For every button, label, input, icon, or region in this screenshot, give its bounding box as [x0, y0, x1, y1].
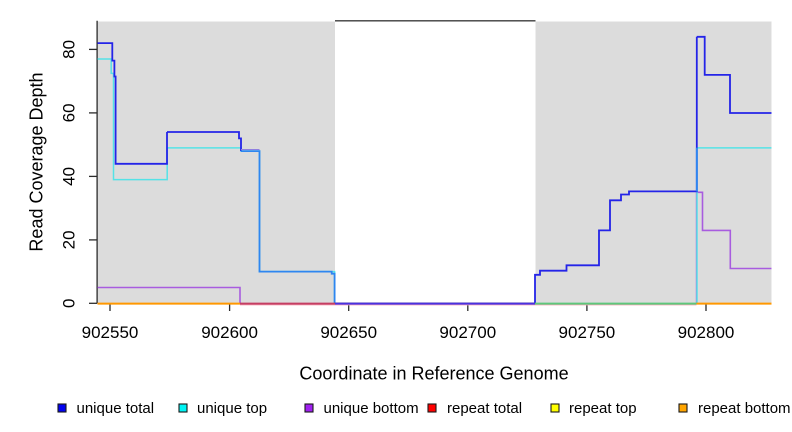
svg-text:unique bottom: unique bottom: [324, 400, 419, 417]
svg-text:902650: 902650: [320, 323, 377, 342]
svg-text:80: 80: [60, 40, 79, 59]
svg-text:repeat bottom: repeat bottom: [698, 400, 791, 417]
svg-text:Read Coverage Depth: Read Coverage Depth: [27, 72, 47, 251]
svg-text:902600: 902600: [201, 323, 258, 342]
svg-text:902700: 902700: [439, 323, 496, 342]
svg-text:Coordinate in Reference Genome: Coordinate in Reference Genome: [299, 364, 568, 384]
svg-text:40: 40: [60, 167, 79, 186]
svg-text:902800: 902800: [678, 323, 735, 342]
svg-text:0: 0: [60, 299, 79, 308]
svg-text:unique top: unique top: [197, 400, 267, 417]
svg-text:repeat top: repeat top: [569, 400, 637, 417]
svg-text:unique total: unique total: [77, 400, 155, 417]
svg-text:20: 20: [60, 230, 79, 249]
svg-text:902750: 902750: [559, 323, 616, 342]
svg-text:repeat total: repeat total: [447, 400, 522, 417]
svg-text:60: 60: [60, 103, 79, 122]
svg-text:902550: 902550: [82, 323, 139, 342]
